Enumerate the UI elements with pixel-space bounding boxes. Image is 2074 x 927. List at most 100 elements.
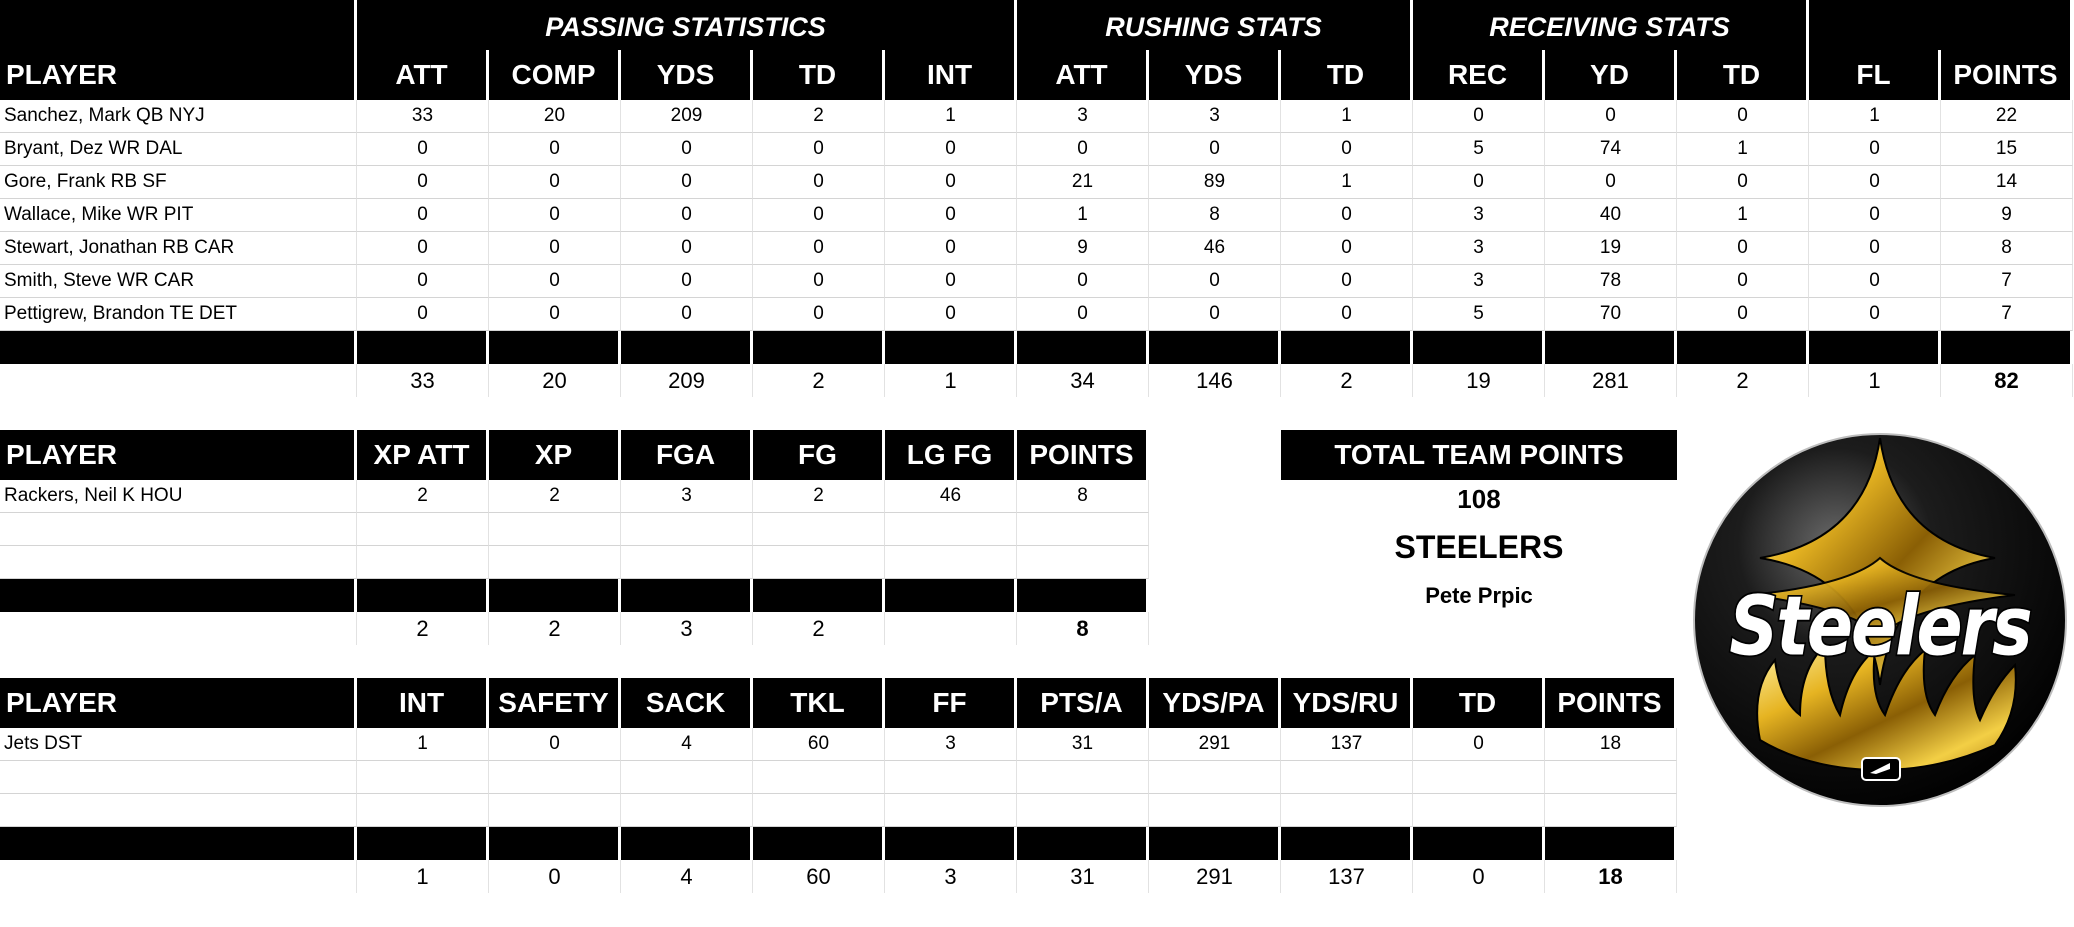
defense-separator-bar-0 <box>0 827 357 860</box>
offense-row-6-stat-11: 0 <box>1809 298 1941 331</box>
offense-col-header-11: TD <box>1677 50 1809 100</box>
kicking-row-1-stat-3 <box>753 513 885 546</box>
kicking-separator-bar-2 <box>489 579 621 612</box>
offense-row-5-stat-7: 0 <box>1281 265 1413 298</box>
offense-row-3-stat-7: 0 <box>1281 199 1413 232</box>
group-header-passing: PASSING STATISTICS <box>357 0 1017 50</box>
kicking-separator-bar-0 <box>0 579 357 612</box>
defense-separator-bar-2 <box>489 827 621 860</box>
defense-row-2-player <box>0 794 357 827</box>
offense-col-header-9: REC <box>1413 50 1545 100</box>
group-header-misc <box>1809 0 2073 50</box>
offense-separator-bar-0 <box>0 331 357 364</box>
offense-row-0-stat-0: 33 <box>357 100 489 133</box>
offense-totals-label <box>0 364 357 397</box>
defense-col-header-10: POINTS <box>1545 678 1677 728</box>
offense-row-6-stat-0: 0 <box>357 298 489 331</box>
defense-separator-bar-9 <box>1413 827 1545 860</box>
defense-row-1-stat-9 <box>1545 761 1677 794</box>
kicking-row-1-stat-0 <box>357 513 489 546</box>
offense-col-header-3: YDS <box>621 50 753 100</box>
offense-separator-bar-8 <box>1281 331 1413 364</box>
defense-total-9: 18 <box>1545 860 1677 893</box>
offense-row-4-stat-9: 19 <box>1545 232 1677 265</box>
group-header-receiving: RECEIVING STATS <box>1413 0 1809 50</box>
offense-separator-bar-3 <box>621 331 753 364</box>
offense-row-5-stat-12: 7 <box>1941 265 2073 298</box>
offense-row-1-stat-0: 0 <box>357 133 489 166</box>
offense-row-5-stat-8: 3 <box>1413 265 1545 298</box>
offense-row-2-stat-2: 0 <box>621 166 753 199</box>
offense-total-2: 209 <box>621 364 753 397</box>
offense-col-header-2: COMP <box>489 50 621 100</box>
offense-row-4-stat-6: 46 <box>1149 232 1281 265</box>
offense-row-1-stat-2: 0 <box>621 133 753 166</box>
kicking-row-0-stat-4: 46 <box>885 480 1017 513</box>
defense-col-header-2: SAFETY <box>489 678 621 728</box>
offense-col-header-6: ATT <box>1017 50 1149 100</box>
offense-total-0: 33 <box>357 364 489 397</box>
offense-total-10: 2 <box>1677 364 1809 397</box>
offense-row-2-player: Gore, Frank RB SF <box>0 166 357 199</box>
offense-total-7: 2 <box>1281 364 1413 397</box>
offense-col-header-1: ATT <box>357 50 489 100</box>
defense-row-0-player: Jets DST <box>0 728 357 761</box>
offense-row-1-player: Bryant, Dez WR DAL <box>0 133 357 166</box>
offense-row-1-stat-9: 74 <box>1545 133 1677 166</box>
offense-row-4-stat-5: 9 <box>1017 232 1149 265</box>
offense-separator-bar-13 <box>1941 331 2073 364</box>
defense-separator-bar-6 <box>1017 827 1149 860</box>
defense-col-header-6: PTS/A <box>1017 678 1149 728</box>
offense-total-4: 1 <box>885 364 1017 397</box>
kicking-row-2-stat-2 <box>621 546 753 579</box>
kicking-col-header-1: XP ATT <box>357 430 489 480</box>
offense-row-5-stat-9: 78 <box>1545 265 1677 298</box>
offense-total-8: 19 <box>1413 364 1545 397</box>
defense-col-header-1: INT <box>357 678 489 728</box>
defense-col-header-0: PLAYER <box>0 678 357 728</box>
defense-row-1-stat-1 <box>489 761 621 794</box>
defense-totals-label <box>0 860 357 893</box>
offense-row-3-stat-9: 40 <box>1545 199 1677 232</box>
defense-row-2-stat-7 <box>1281 794 1413 827</box>
offense-row-2-stat-1: 0 <box>489 166 621 199</box>
defense-total-1: 0 <box>489 860 621 893</box>
team-summary: TOTAL TEAM POINTS 108 STEELERS Pete Prpi… <box>1281 430 1677 616</box>
kicking-total-1: 2 <box>489 612 621 645</box>
kicking-col-header-0: PLAYER <box>0 430 357 480</box>
offense-row-4-stat-3: 0 <box>753 232 885 265</box>
offense-row-0-stat-3: 2 <box>753 100 885 133</box>
offense-row-4-stat-2: 0 <box>621 232 753 265</box>
defense-row-0-stat-7: 137 <box>1281 728 1413 761</box>
offense-row-3-stat-10: 1 <box>1677 199 1809 232</box>
offense-row-6-player: Pettigrew, Brandon TE DET <box>0 298 357 331</box>
defense-total-8: 0 <box>1413 860 1545 893</box>
offense-row-1-stat-1: 0 <box>489 133 621 166</box>
kicking-total-3: 2 <box>753 612 885 645</box>
defense-row-0-stat-6: 291 <box>1149 728 1281 761</box>
offense-row-0-stat-12: 22 <box>1941 100 2073 133</box>
offense-row-0-stat-11: 1 <box>1809 100 1941 133</box>
kicking-row-0-stat-0: 2 <box>357 480 489 513</box>
kicking-row-2-stat-5 <box>1017 546 1149 579</box>
defense-row-1-stat-6 <box>1149 761 1281 794</box>
kicking-total-2: 3 <box>621 612 753 645</box>
defense-row-1-stat-8 <box>1413 761 1545 794</box>
offense-row-6-stat-6: 0 <box>1149 298 1281 331</box>
offense-col-header-7: YDS <box>1149 50 1281 100</box>
defense-col-header-5: FF <box>885 678 1017 728</box>
defense-row-1-player <box>0 761 357 794</box>
kicking-separator-bar-4 <box>753 579 885 612</box>
defense-row-1-stat-7 <box>1281 761 1413 794</box>
steelers-logo-graphic <box>1693 433 2067 807</box>
logo-wordmark: Steelers <box>1728 578 2034 676</box>
offense-row-6-stat-5: 0 <box>1017 298 1149 331</box>
steelers-logo: Steelers <box>1690 430 2070 810</box>
offense-row-4-stat-8: 3 <box>1413 232 1545 265</box>
kicking-col-header-3: FGA <box>621 430 753 480</box>
offense-row-4-stat-11: 0 <box>1809 232 1941 265</box>
kicking-row-0-player: Rackers, Neil K HOU <box>0 480 357 513</box>
offense-row-4-stat-1: 0 <box>489 232 621 265</box>
offense-row-4-stat-10: 0 <box>1677 232 1809 265</box>
offense-separator-bar-4 <box>753 331 885 364</box>
